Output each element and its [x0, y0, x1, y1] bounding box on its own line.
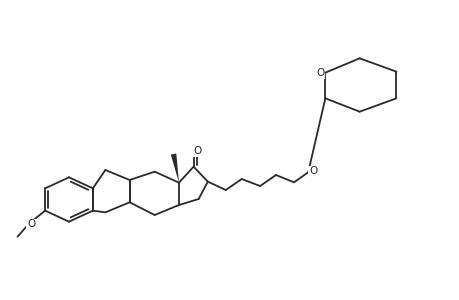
Text: O: O: [315, 68, 324, 78]
Text: O: O: [193, 146, 202, 156]
Polygon shape: [170, 154, 179, 183]
Text: O: O: [27, 219, 35, 229]
Text: O: O: [308, 166, 317, 176]
